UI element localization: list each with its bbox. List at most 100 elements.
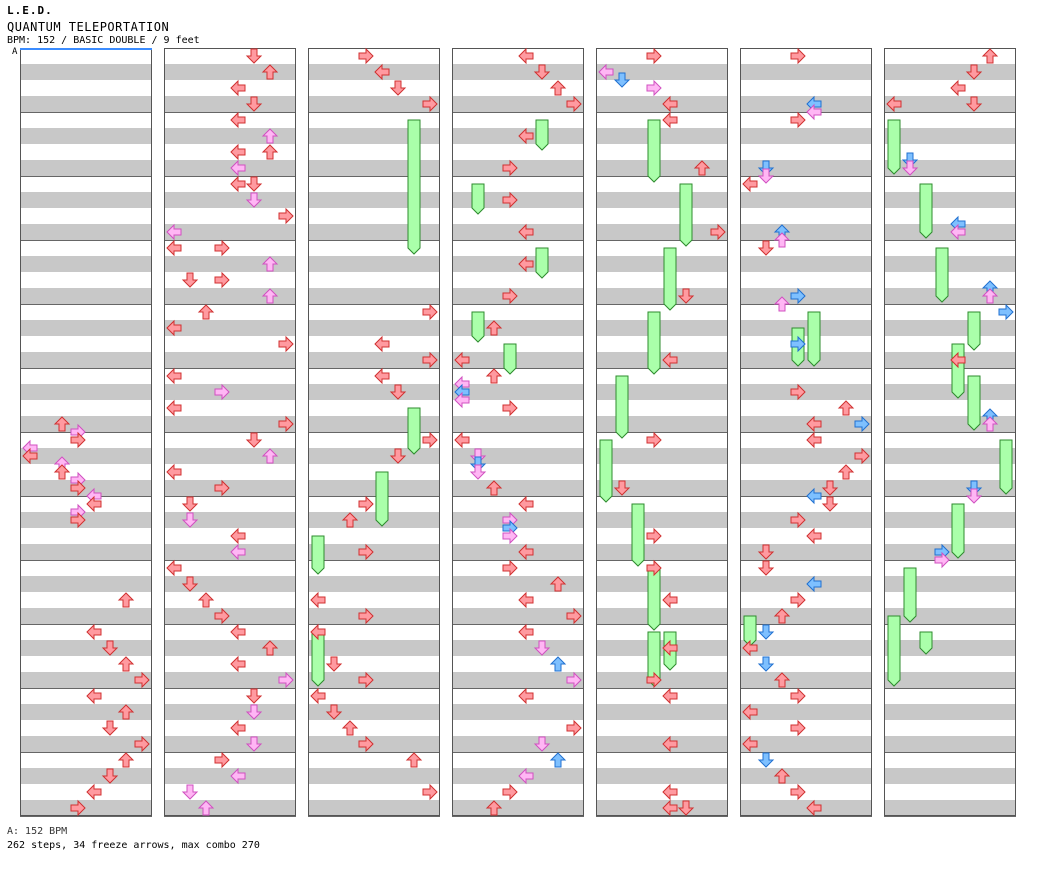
beat-row (20, 768, 152, 784)
step-arrow (70, 799, 86, 817)
step-arrow (181, 784, 199, 800)
beat-row (20, 320, 152, 336)
step-arrow (662, 783, 678, 801)
step-arrow (854, 447, 870, 465)
step-arrow (662, 799, 678, 817)
step-arrow (278, 671, 294, 689)
step-arrow (181, 272, 199, 288)
step-arrow (773, 232, 791, 248)
beat-row (740, 480, 872, 496)
beat-row (164, 640, 296, 656)
step-arrow (117, 592, 135, 608)
beat-row (884, 288, 1016, 304)
freeze-arrow (887, 615, 901, 687)
beat-row (308, 448, 440, 464)
beat-row (884, 768, 1016, 784)
beat-row (164, 608, 296, 624)
step-arrow (790, 719, 806, 737)
beat-row (20, 480, 152, 496)
step-arrow (374, 335, 390, 353)
beat-row (884, 672, 1016, 688)
step-arrow (662, 591, 678, 609)
beat-row (20, 384, 152, 400)
step-arrow (950, 79, 966, 97)
step-arrow (358, 495, 374, 513)
step-arrow (742, 175, 758, 193)
freeze-arrow (503, 343, 517, 375)
beat-row (452, 448, 584, 464)
column-border (740, 48, 872, 816)
beat-row (740, 256, 872, 272)
step-arrow (901, 160, 919, 176)
beat-row (740, 64, 872, 80)
step-arrow (214, 751, 230, 769)
freeze-arrow (951, 343, 965, 399)
step-arrow (518, 495, 534, 513)
step-arrow (613, 480, 631, 496)
beat-row (596, 128, 728, 144)
step-arrow (310, 591, 326, 609)
step-arrow (646, 559, 662, 577)
step-arrow (790, 383, 806, 401)
beat-row (740, 576, 872, 592)
step-arrow (325, 656, 343, 672)
step-arrow (646, 527, 662, 545)
step-arrow (950, 223, 966, 241)
step-arrow (821, 496, 839, 512)
step-arrow (790, 591, 806, 609)
chart-info: BPM: 152 / BASIC DOUBLE / 9 feet (7, 35, 200, 46)
beat-row (164, 256, 296, 272)
step-arrow (86, 783, 102, 801)
beat-row (596, 384, 728, 400)
step-arrow (981, 416, 999, 432)
step-arrow (757, 752, 775, 768)
beat-row (308, 480, 440, 496)
freeze-arrow (647, 119, 661, 183)
beat-row (20, 128, 152, 144)
step-arrow (742, 735, 758, 753)
beat-row (308, 128, 440, 144)
step-arrow (230, 111, 246, 129)
beat-row (164, 416, 296, 432)
step-arrow (502, 783, 518, 801)
freeze-arrow (903, 567, 917, 623)
step-arrow (454, 391, 470, 409)
column-border (884, 48, 1016, 816)
step-arrow (214, 271, 230, 289)
step-arrow (325, 704, 343, 720)
beat-row (164, 448, 296, 464)
beat-row (740, 384, 872, 400)
step-arrow (773, 768, 791, 784)
beat-row (596, 576, 728, 592)
step-arrow (166, 399, 182, 417)
step-arrow (533, 736, 551, 752)
beat-row (884, 608, 1016, 624)
step-arrow (677, 800, 695, 816)
step-arrow (134, 671, 150, 689)
beat-row (596, 640, 728, 656)
beat-row (740, 800, 872, 816)
beat-row (308, 64, 440, 80)
step-arrow (422, 431, 438, 449)
step-arrow (230, 719, 246, 737)
step-arrow (214, 479, 230, 497)
step-arrow (965, 96, 983, 112)
step-arrow (261, 64, 279, 80)
freeze-arrow (407, 407, 421, 455)
freeze-arrow (935, 247, 949, 303)
step-arrow (646, 79, 662, 97)
step-arrow (806, 103, 822, 121)
beat-row (596, 672, 728, 688)
beat-row (20, 448, 152, 464)
beat-row (740, 96, 872, 112)
step-arrow (422, 303, 438, 321)
beat-row (20, 224, 152, 240)
song-title: QUANTUM TELEPORTATION (7, 20, 170, 34)
step-arrow (181, 496, 199, 512)
step-arrow (261, 128, 279, 144)
step-arrow (518, 127, 534, 145)
step-arrow (197, 592, 215, 608)
step-arrow (422, 95, 438, 113)
step-arrow (358, 735, 374, 753)
beat-row (884, 64, 1016, 80)
